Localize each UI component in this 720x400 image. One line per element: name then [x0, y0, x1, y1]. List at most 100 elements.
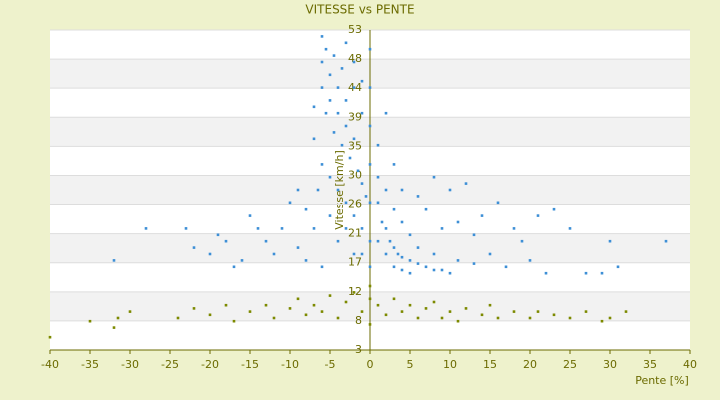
- scatter-point: [424, 207, 428, 211]
- scatter-point: [488, 303, 492, 307]
- y-tick-label: 26: [348, 198, 362, 211]
- scatter-point: [328, 175, 332, 179]
- scatter-point: [312, 303, 316, 307]
- scatter-point: [248, 214, 252, 217]
- scatter-point: [376, 143, 380, 147]
- scatter-point: [392, 265, 396, 269]
- scatter-point: [456, 220, 460, 224]
- scatter-point: [384, 227, 388, 230]
- scatter-point: [536, 214, 540, 217]
- y-tick-label: 39: [348, 110, 362, 123]
- scatter-point: [348, 156, 352, 160]
- scatter-point: [248, 310, 252, 313]
- y-tick-label: 53: [348, 23, 362, 36]
- scatter-point: [448, 310, 452, 313]
- x-tick-label: 35: [643, 358, 657, 371]
- scatter-point: [392, 297, 396, 301]
- scatter-point: [48, 335, 52, 339]
- scatter-point: [384, 188, 388, 192]
- scatter-point: [400, 255, 404, 259]
- scatter-point: [320, 163, 324, 166]
- scatter-point: [360, 111, 364, 115]
- scatter-point: [328, 99, 332, 102]
- scatter-point: [352, 291, 356, 294]
- scatter-point: [408, 303, 412, 307]
- scatter-point: [344, 201, 348, 205]
- scatter-point: [368, 265, 372, 269]
- scatter-point: [480, 214, 484, 217]
- scatter-point: [332, 131, 336, 134]
- scatter-point: [368, 239, 372, 243]
- scatter-point: [416, 262, 420, 265]
- scatter-point: [472, 233, 476, 237]
- scatter-point: [432, 252, 436, 256]
- scatter-point: [584, 271, 588, 275]
- scatter-point: [324, 111, 328, 115]
- scatter-point: [440, 268, 444, 272]
- x-tick-label: -30: [121, 358, 139, 371]
- scatter-point: [240, 259, 244, 262]
- scatter-point: [320, 60, 324, 64]
- scatter-point: [128, 310, 132, 313]
- y-tick-label: 30: [348, 168, 362, 181]
- scatter-point: [416, 316, 420, 320]
- scatter-point: [408, 271, 412, 275]
- x-tick-label: 30: [603, 358, 617, 371]
- scatter-point: [324, 47, 328, 51]
- scatter-point: [176, 316, 180, 320]
- scatter-point: [232, 319, 236, 323]
- scatter-point: [116, 316, 120, 320]
- x-tick-label: -10: [281, 358, 299, 371]
- scatter-point: [208, 313, 212, 317]
- scatter-point: [320, 310, 324, 313]
- scatter-point: [344, 99, 348, 102]
- scatter-point: [312, 137, 316, 141]
- scatter-point: [368, 47, 372, 51]
- scatter-point: [232, 265, 236, 269]
- scatter-point: [380, 220, 384, 224]
- scatter-point: [624, 310, 628, 313]
- scatter-point: [400, 268, 404, 272]
- scatter-point: [584, 310, 588, 313]
- scatter-point: [512, 310, 516, 313]
- x-axis-label: Pente [%]: [635, 374, 689, 387]
- scatter-point: [112, 326, 116, 329]
- scatter-point: [432, 300, 436, 304]
- scatter-point: [388, 239, 392, 243]
- scatter-point: [432, 268, 436, 272]
- scatter-point: [464, 307, 468, 310]
- scatter-point: [376, 239, 380, 243]
- scatter-point: [616, 265, 620, 269]
- x-tick-label: -5: [325, 358, 336, 371]
- scatter-point: [440, 227, 444, 230]
- scatter-point: [368, 124, 372, 128]
- scatter-point: [424, 307, 428, 310]
- scatter-point: [368, 201, 372, 205]
- scatter-point: [296, 297, 300, 301]
- scatter-point: [304, 313, 308, 317]
- scatter-point: [544, 271, 548, 275]
- scatter-point: [416, 246, 420, 249]
- scatter-point: [396, 252, 400, 256]
- scatter-point: [356, 169, 360, 173]
- scatter-point: [368, 297, 372, 301]
- scatter-point: [208, 252, 212, 256]
- y-tick-label: 48: [348, 52, 362, 65]
- scatter-point: [296, 246, 300, 249]
- scatter-point: [352, 86, 356, 89]
- scatter-point: [344, 227, 348, 230]
- scatter-point: [192, 307, 196, 310]
- scatter-point: [352, 214, 356, 217]
- scatter-point: [368, 284, 372, 288]
- scatter-point: [364, 195, 368, 198]
- x-tick-label: -40: [41, 358, 59, 371]
- scatter-point: [472, 262, 476, 265]
- scatter-point: [344, 41, 348, 45]
- scatter-point: [332, 54, 336, 57]
- scatter-point: [520, 239, 524, 243]
- scatter-point: [448, 188, 452, 192]
- scatter-point: [368, 163, 372, 166]
- scatter-point: [336, 316, 340, 320]
- scatter-point: [400, 220, 404, 224]
